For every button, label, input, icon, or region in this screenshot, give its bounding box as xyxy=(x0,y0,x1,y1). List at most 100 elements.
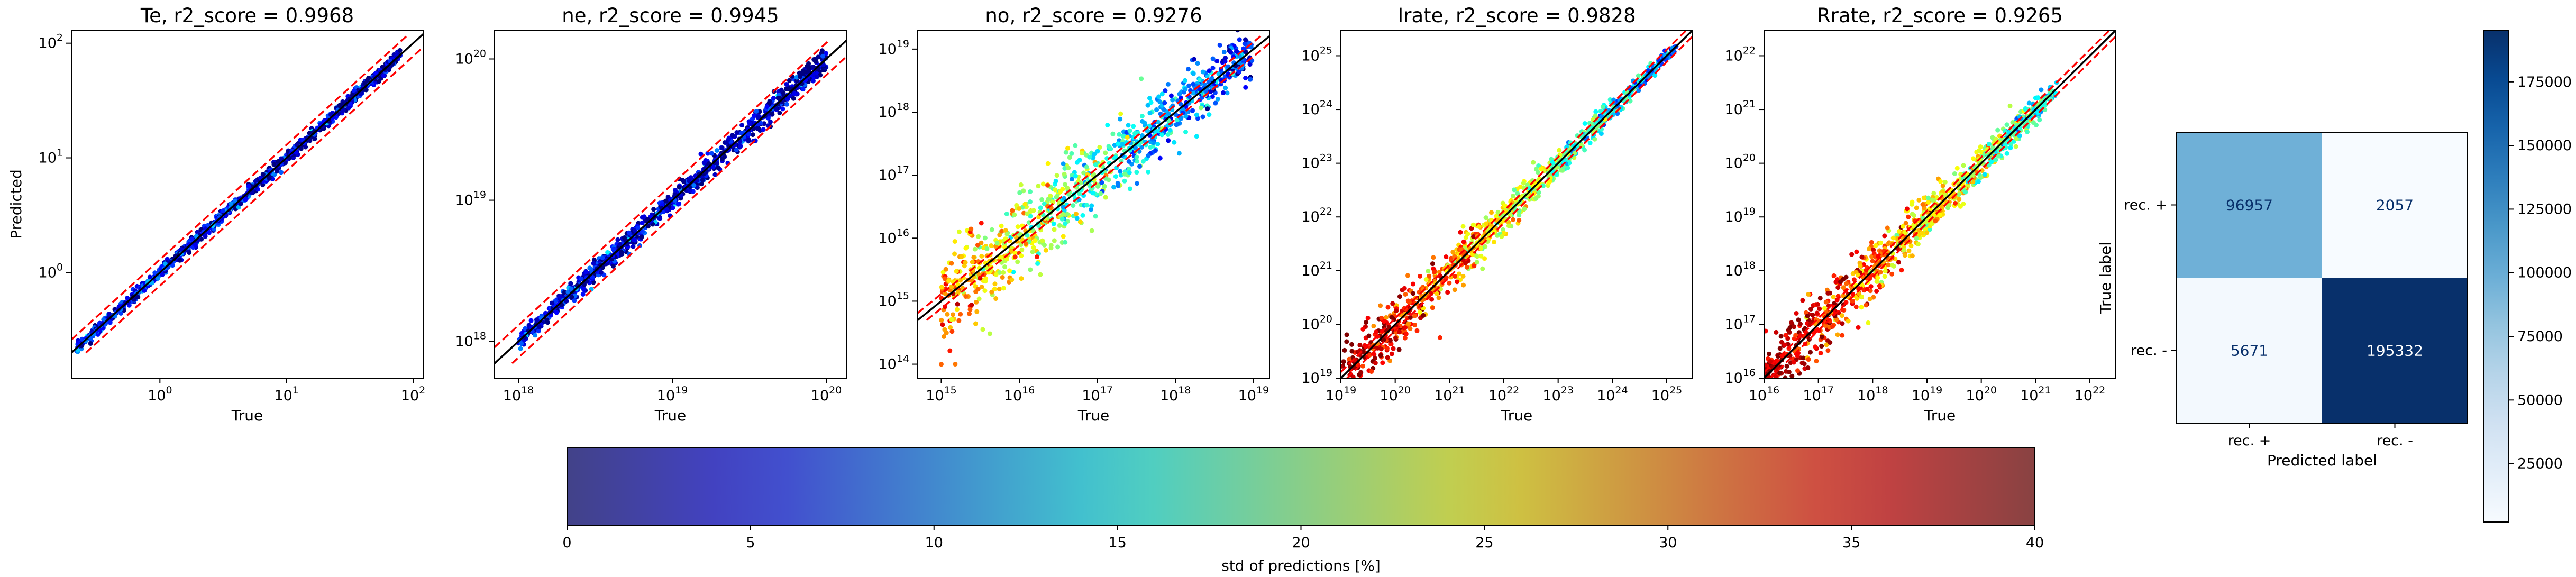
axes-frame xyxy=(71,30,424,379)
y-tick-label-exponent: 17 xyxy=(1743,313,1756,325)
scatter-point xyxy=(797,74,802,79)
scatter-point xyxy=(1378,346,1384,352)
scatter-point xyxy=(1914,236,1919,241)
scatter-point xyxy=(1961,163,1966,168)
scatter-point xyxy=(1344,378,1348,383)
scatter-point xyxy=(1885,225,1890,231)
upper-bound-line xyxy=(1341,30,1687,373)
scatter-point xyxy=(955,301,960,307)
y-tick-label-exponent: 23 xyxy=(1320,152,1332,164)
scatter-point xyxy=(1022,202,1028,207)
scatter-point xyxy=(1019,247,1025,252)
scatter-point xyxy=(611,247,617,252)
scatter-point xyxy=(1889,271,1895,277)
scatter-point xyxy=(1073,173,1078,179)
scatter-point xyxy=(1925,195,1931,200)
scatter-point xyxy=(236,205,241,210)
scatter-point xyxy=(1896,228,1902,234)
scatter-point xyxy=(1952,171,1957,176)
scatter-point xyxy=(1194,112,1199,117)
scatter-point xyxy=(1819,344,1824,349)
scatter-point xyxy=(1118,172,1123,178)
scatter-point xyxy=(982,235,988,241)
scatter-point xyxy=(726,137,731,142)
scatter-point xyxy=(943,267,948,272)
scatter-point xyxy=(1814,310,1820,316)
scatter-point xyxy=(2002,129,2007,134)
scatter-point xyxy=(1436,295,1441,300)
scatter-point xyxy=(635,225,641,231)
scatter-point xyxy=(162,261,168,267)
scatter-point xyxy=(2024,129,2030,134)
scatter-point xyxy=(1111,185,1117,190)
scatter-point xyxy=(1840,321,1845,326)
scatter-point xyxy=(364,78,370,83)
x-tick-label-mantissa: 10 xyxy=(1082,388,1100,404)
scatter-point xyxy=(1004,232,1010,237)
scatter-point xyxy=(572,298,577,303)
scatter-point xyxy=(1009,277,1015,282)
scatter-point xyxy=(1183,86,1188,91)
scatter-point xyxy=(1557,148,1562,153)
scatter-point xyxy=(806,68,811,73)
scatter-point xyxy=(238,201,243,206)
x-tick-label-mantissa: 10 xyxy=(1488,388,1506,404)
scatter-point xyxy=(1345,401,1349,406)
scatter-point xyxy=(1054,173,1059,178)
scatter-point xyxy=(1030,249,1035,254)
scatter-point xyxy=(1924,230,1930,235)
scatter-point xyxy=(615,237,620,242)
scatter-point xyxy=(2013,144,2018,149)
scatter-point xyxy=(1183,130,1189,135)
scatter-point xyxy=(549,300,554,306)
y-tick-label-mantissa: 10 xyxy=(455,193,473,209)
scatter-point xyxy=(987,331,992,336)
matrix-cell xyxy=(2322,278,2468,423)
scatter-point xyxy=(569,295,574,300)
scatter-point xyxy=(1052,227,1057,232)
y-tick-label-exponent: 21 xyxy=(1320,260,1332,271)
chart-title: Te, r2_score = 0.9968 xyxy=(140,4,354,27)
y-tick-label-exponent: 24 xyxy=(1320,98,1332,110)
scatter-point xyxy=(1383,315,1389,320)
colorbar-tick-label: 100000 xyxy=(2517,265,2572,281)
scatter-point xyxy=(645,224,651,229)
scatter-point xyxy=(777,95,782,100)
scatter-point xyxy=(1429,297,1435,302)
scatter-point xyxy=(1191,71,1196,76)
y-tick-label: 100 xyxy=(39,261,63,281)
scatter-point xyxy=(1349,349,1355,354)
y-tick-label: 1017 xyxy=(878,164,909,184)
scatter-point xyxy=(1593,113,1598,118)
scatter-point xyxy=(1045,197,1051,202)
x-tick-label-exponent: 19 xyxy=(1930,384,1942,396)
scatter-point xyxy=(1120,142,1126,147)
x-axis-label: True xyxy=(1501,407,1532,424)
scatter-point xyxy=(730,133,735,138)
scatter-point xyxy=(972,246,978,252)
scatter-point xyxy=(1814,359,1819,364)
scatter-point xyxy=(1055,244,1061,250)
scatter-point xyxy=(1517,217,1522,223)
x-tick-label-exponent: 17 xyxy=(1100,384,1113,396)
scatter-point xyxy=(101,317,106,322)
scatter-point xyxy=(1191,81,1196,87)
x-tick-label: 1015 xyxy=(926,384,957,404)
x-tick-label-mantissa: 10 xyxy=(148,388,166,404)
y-tick-label-exponent: 20 xyxy=(473,48,486,60)
x-tick-label: 1021 xyxy=(1434,384,1465,404)
scatter-point xyxy=(2017,133,2022,139)
scatter-point xyxy=(381,73,386,78)
scatter-point xyxy=(651,207,656,212)
y-tick-label-exponent: 18 xyxy=(1743,260,1756,271)
scatter-point xyxy=(1166,118,1172,124)
scatter-point xyxy=(1223,85,1228,90)
scatter-point xyxy=(1145,103,1150,108)
scatter-point xyxy=(773,106,779,112)
scatter-point xyxy=(1045,182,1051,188)
scatter-point xyxy=(1011,269,1016,274)
scatter-point xyxy=(221,208,226,214)
scatter-point xyxy=(963,245,969,251)
scatter-point xyxy=(1215,96,1220,102)
colorbar-tick-label: 5 xyxy=(746,535,755,551)
